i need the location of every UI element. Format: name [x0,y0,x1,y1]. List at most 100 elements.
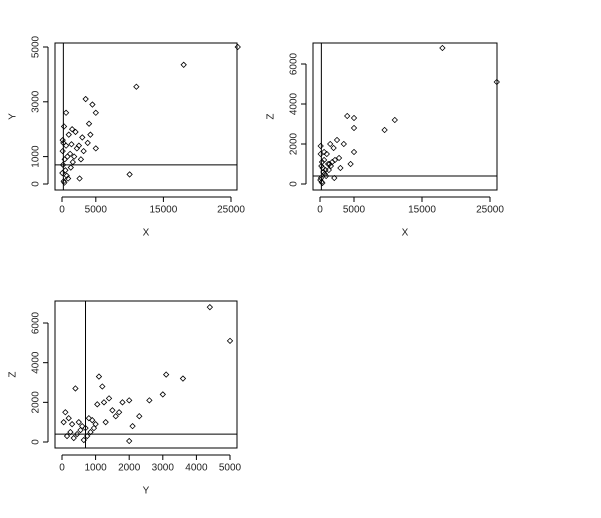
point [82,424,89,432]
point [99,383,106,390]
point [69,158,76,166]
point [136,413,143,420]
point [62,142,70,149]
point [87,131,94,138]
point [322,172,330,180]
point [115,409,123,416]
point [320,148,328,156]
point [335,154,343,162]
point [77,426,84,434]
point [329,158,336,166]
point [146,397,153,404]
plot-box [54,42,238,191]
point [73,430,81,438]
point [59,136,66,144]
point [89,417,96,424]
y-tick-label: 2000 [289,132,300,155]
point [344,112,351,120]
point [68,141,75,148]
y-tick-label: 2000 [31,391,42,414]
point [325,166,333,174]
point [318,162,325,170]
x-tick-label: 25000 [217,205,245,216]
point [350,124,358,132]
point [66,150,74,158]
point [439,44,446,52]
point [105,395,113,402]
plot-box [54,300,238,449]
panel: 0 5000 15000 25000 0 1000 3000 5000 X Y [8,35,246,238]
point [337,164,344,172]
x-tick-label: 15000 [408,205,436,216]
x-tick-label: 1000 [84,463,107,474]
point [76,175,83,182]
point [319,179,326,187]
point [59,169,66,177]
y-tick-label: 3000 [31,90,42,113]
point [126,171,133,178]
point [73,145,81,152]
point [71,153,78,160]
point [347,160,354,168]
point [159,391,166,398]
y-tick-label: 6000 [289,52,300,75]
point [64,175,72,182]
point [59,161,67,168]
y-axis-label: Y [8,113,19,120]
point [72,128,79,136]
x-tick-label: 5000 [219,463,242,474]
point [333,136,341,144]
x-tick-label: 4000 [185,463,208,474]
point [80,436,87,444]
point [84,139,91,147]
point [126,437,133,445]
point [60,123,68,130]
point [226,337,234,345]
point [65,415,72,422]
x-axis-label: Y [143,486,150,497]
x-tick-label: 2000 [118,463,141,474]
y-tick-label: 0 [31,181,42,187]
point [234,43,241,51]
point [90,424,98,432]
point [89,101,96,108]
point [340,140,347,148]
y-tick-label: 0 [289,181,300,187]
point [381,126,388,134]
y-tick-label: 5000 [31,35,42,58]
point [112,413,119,420]
point [67,428,74,436]
point [63,172,70,179]
point [320,168,327,176]
point [70,434,77,442]
point [129,422,136,430]
point [84,432,91,440]
point [92,109,99,116]
point [95,373,103,380]
point [317,142,324,150]
point [100,399,108,406]
panel: 0 1000 2000 3000 4000 5000 0 2000 4000 6000 Y Z [8,300,242,497]
point [493,78,500,86]
point [324,160,332,168]
point [85,415,93,422]
x-axis-label: X [402,228,409,239]
x-tick-label: 0 [59,205,65,216]
point [109,407,116,414]
point [59,147,66,155]
point [77,156,85,163]
point [75,419,82,426]
point [391,116,398,124]
point [60,178,67,185]
point [68,126,76,133]
point [68,420,76,428]
point [350,114,358,122]
y-tick-label: 1000 [31,145,42,168]
point [133,83,140,90]
point [102,419,109,426]
point [330,144,337,152]
point [82,95,89,103]
point [67,164,74,171]
x-tick-label: 5000 [85,205,108,216]
